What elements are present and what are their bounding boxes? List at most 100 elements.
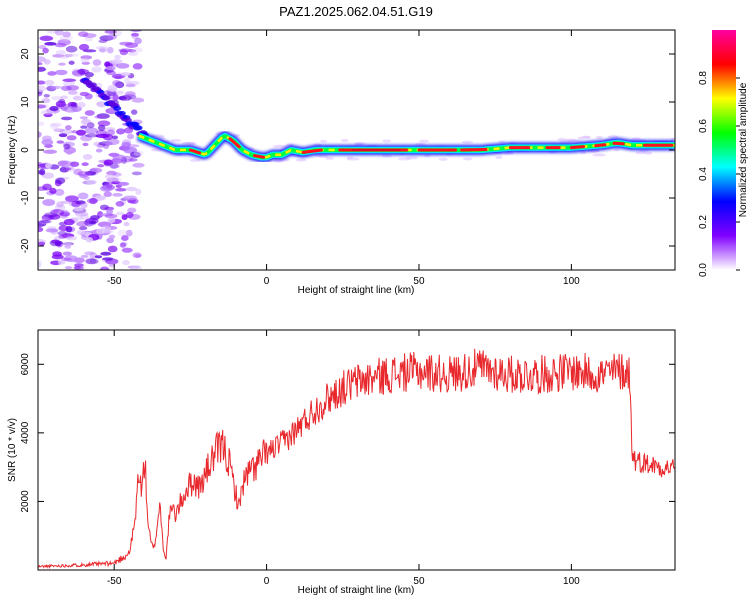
noise-blob <box>115 90 125 95</box>
noise-blob <box>94 195 107 201</box>
noise-blob <box>125 83 136 88</box>
noise-blob <box>112 94 119 101</box>
noise-blob <box>595 135 603 139</box>
noise-blob <box>124 91 136 97</box>
noise-blob <box>44 41 57 46</box>
noise-blob <box>38 66 47 72</box>
colorbar-ticks: 0.0 0.2 0.4 0.6 0.8 <box>698 71 740 277</box>
noise-blob <box>115 188 127 192</box>
noise-blob <box>89 258 97 264</box>
noise-blob <box>70 161 80 167</box>
ridge-peak-segment <box>594 143 607 148</box>
noise-blob <box>80 202 88 209</box>
noise-blob <box>115 201 125 207</box>
noise-blob <box>123 195 137 201</box>
ridge-peak-segment <box>188 148 202 155</box>
noise-blob <box>86 122 95 129</box>
noise-blob <box>42 47 49 54</box>
noise-blob <box>86 179 98 185</box>
noise-blob <box>122 259 130 266</box>
noise-blob <box>49 105 59 112</box>
noise-blob <box>95 129 108 136</box>
noise-blob <box>592 153 606 157</box>
noise-blob <box>135 188 142 196</box>
noise-blob <box>66 85 80 91</box>
noise-blob <box>63 106 78 113</box>
noise-blob <box>108 234 116 239</box>
noise-blob <box>51 254 64 260</box>
noise-blob <box>613 148 620 152</box>
noise-blob <box>580 151 587 155</box>
snr-ylabel: SNR (10 * v/v) <box>7 418 18 482</box>
y-tick-label: 2000 <box>20 490 31 513</box>
noise-blob <box>95 46 109 50</box>
noise-blob <box>62 31 71 38</box>
noise-blob <box>62 242 75 246</box>
noise-blob <box>125 229 133 237</box>
noise-blob <box>42 183 52 191</box>
snr-panel: -50 0 50 100 2000 4000 6000 Height of straight… <box>7 329 676 596</box>
noise-blob <box>84 110 95 116</box>
noise-blob <box>59 211 71 217</box>
noise-blob <box>114 82 122 87</box>
noise-blob <box>107 245 118 253</box>
noise-blob <box>73 265 84 270</box>
noise-blob <box>100 251 112 256</box>
noise-blob <box>397 157 412 161</box>
noise-blob <box>82 142 89 147</box>
noise-blob <box>84 37 94 42</box>
noise-blob <box>295 158 307 162</box>
noise-blob <box>111 135 119 140</box>
spectrogram-panel: -50 0 50 100 -20 -10 0 10 20 Height of straight … <box>7 29 676 296</box>
snr-series-line <box>38 348 675 570</box>
noise-blob <box>64 167 72 171</box>
noise-blob <box>86 198 99 204</box>
noise-blob <box>47 71 57 76</box>
noise-blob <box>132 63 143 70</box>
noise-blob <box>96 113 110 119</box>
noise-blob <box>39 35 54 42</box>
noise-blob <box>55 50 66 55</box>
noise-blob <box>38 121 45 126</box>
noise-blob <box>65 195 79 203</box>
noise-blob <box>99 266 110 270</box>
noise-blob <box>189 158 201 162</box>
noise-blob <box>99 48 106 52</box>
noise-blob <box>107 85 118 92</box>
noise-blob <box>105 141 113 146</box>
noise-blob <box>320 139 328 143</box>
noise-blob <box>65 236 78 241</box>
x-tick-label: 50 <box>413 276 425 287</box>
noise-blob <box>124 92 136 100</box>
ridge-peak-segment <box>228 137 241 149</box>
noise-blob <box>77 192 89 200</box>
diagonal-blob <box>88 82 97 88</box>
noise-blob <box>104 174 115 180</box>
noise-blob <box>77 69 90 75</box>
noise-blob <box>126 186 138 192</box>
noise-blob <box>120 241 128 246</box>
noise-blob <box>107 217 116 224</box>
noise-blob <box>63 143 71 150</box>
noise-blob <box>38 131 42 138</box>
noise-blob <box>170 139 182 143</box>
noise-blob <box>52 54 65 58</box>
noise-blob <box>65 166 75 172</box>
noise-blob <box>38 80 46 85</box>
noise-blob <box>94 255 103 259</box>
noise-blob <box>89 220 96 225</box>
noise-blob <box>109 162 119 169</box>
y-tick-label: 6000 <box>20 353 31 376</box>
snr-axes: -50 0 50 100 2000 4000 6000 <box>20 330 675 587</box>
noise-blob <box>74 216 84 221</box>
noise-blob <box>85 257 95 265</box>
noise-blob <box>82 33 97 38</box>
noise-blob <box>65 45 78 53</box>
spectrogram-axes: -50 0 50 100 -20 -10 0 10 20 <box>20 30 675 287</box>
noise-blob <box>67 101 77 107</box>
noise-blob <box>58 221 65 226</box>
noise-blob <box>50 122 62 127</box>
noise-blob <box>77 171 92 177</box>
noise-blob <box>74 211 89 217</box>
noise-blob <box>84 93 93 100</box>
